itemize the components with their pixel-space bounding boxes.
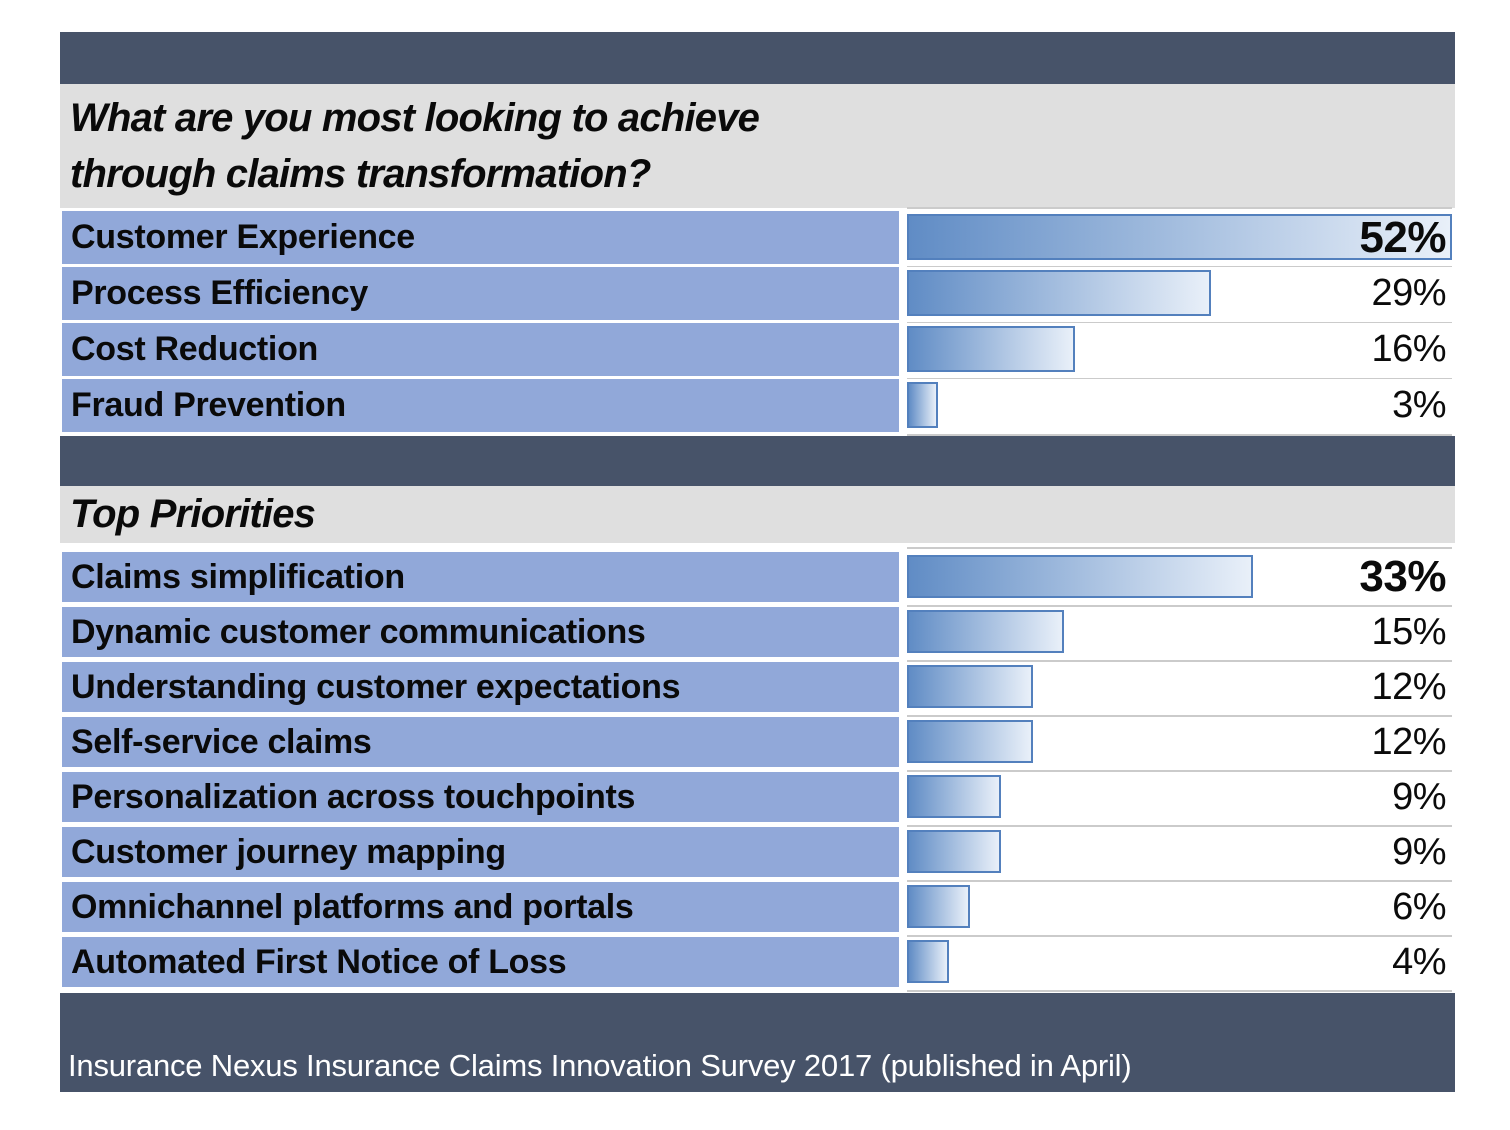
chart2-title: Top Priorities <box>70 492 316 536</box>
chart-row: Automated First Notice of Loss 4% <box>62 937 1452 992</box>
value-label: 33% <box>1359 552 1446 601</box>
value-bar <box>907 940 949 983</box>
category-label: Claims simplification <box>62 552 899 602</box>
chart-row: Claims simplification 33% <box>62 547 1452 607</box>
source-attribution: Insurance Nexus Insurance Claims Innovat… <box>68 1048 1132 1083</box>
category-label: Self-service claims <box>62 717 899 767</box>
category-label: Fraud Prevention <box>62 379 899 432</box>
category-label: Understanding customer expectations <box>62 662 899 712</box>
chart1-title-band: What are you most looking to achieve thr… <box>60 84 1455 208</box>
value-bar <box>907 382 939 428</box>
chart-row: Understanding customer expectations 12% <box>62 662 1452 717</box>
value-bar <box>907 326 1075 372</box>
bar-track: 52% <box>907 207 1452 268</box>
bar-track: 33% <box>907 547 1452 607</box>
bar-track: 29% <box>907 267 1452 324</box>
bar-track: 4% <box>907 937 1452 992</box>
category-label: Customer journey mapping <box>62 827 899 877</box>
bar-track: 12% <box>907 717 1452 772</box>
chart1-bar-chart: Customer Experience 52% Process Efficien… <box>62 207 1452 436</box>
value-bar <box>907 775 1002 818</box>
value-label: 29% <box>1371 272 1446 314</box>
value-bar <box>907 885 970 928</box>
footer-band: Insurance Nexus Insurance Claims Innovat… <box>60 993 1455 1092</box>
value-label: 9% <box>1392 775 1446 818</box>
bar-track: 12% <box>907 662 1452 717</box>
value-bar <box>907 555 1253 598</box>
value-label: 15% <box>1371 610 1446 653</box>
chart-row: Fraud Prevention 3% <box>62 379 1452 436</box>
category-label: Automated First Notice of Loss <box>62 937 899 987</box>
value-label: 6% <box>1392 885 1446 928</box>
value-label: 9% <box>1392 830 1446 873</box>
value-bar <box>907 830 1002 873</box>
category-label: Cost Reduction <box>62 323 899 376</box>
value-bar <box>907 270 1211 316</box>
middle-divider-band <box>60 436 1455 486</box>
bar-track: 9% <box>907 827 1452 882</box>
category-label: Customer Experience <box>62 211 899 264</box>
chart-row: Omnichannel platforms and portals 6% <box>62 882 1452 937</box>
bar-track: 6% <box>907 882 1452 937</box>
value-label: 4% <box>1392 940 1446 983</box>
top-divider-band <box>60 32 1455 84</box>
value-bar <box>907 610 1065 653</box>
bar-track: 9% <box>907 772 1452 827</box>
category-label: Process Efficiency <box>62 267 899 320</box>
chart2-title-band: Top Priorities <box>60 486 1455 543</box>
category-label: Personalization across touchpoints <box>62 772 899 822</box>
chart-row: Self-service claims 12% <box>62 717 1452 772</box>
chart-row: Process Efficiency 29% <box>62 267 1452 324</box>
chart-row: Cost Reduction 16% <box>62 323 1452 380</box>
value-bar <box>907 214 1452 260</box>
chart1-title-line1: What are you most looking to achieve <box>70 96 760 140</box>
value-label: 12% <box>1371 665 1446 708</box>
category-label: Dynamic customer communications <box>62 607 899 657</box>
value-label: 3% <box>1392 384 1446 426</box>
category-label: Omnichannel platforms and portals <box>62 882 899 932</box>
bar-track: 3% <box>907 379 1452 436</box>
chart-row: Dynamic customer communications 15% <box>62 607 1452 662</box>
bar-track: 15% <box>907 607 1452 662</box>
bar-track: 16% <box>907 323 1452 380</box>
chart1-title-line2: through claims transformation? <box>70 152 651 196</box>
value-bar <box>907 720 1033 763</box>
chart-row: Personalization across touchpoints 9% <box>62 772 1452 827</box>
chart-row: Customer journey mapping 9% <box>62 827 1452 882</box>
chart2-bar-chart: Claims simplification 33% Dynamic custom… <box>62 547 1452 992</box>
value-label: 16% <box>1371 328 1446 370</box>
value-bar <box>907 665 1033 708</box>
chart-row: Customer Experience 52% <box>62 207 1452 268</box>
value-label: 12% <box>1371 720 1446 763</box>
value-label: 52% <box>1359 212 1446 262</box>
